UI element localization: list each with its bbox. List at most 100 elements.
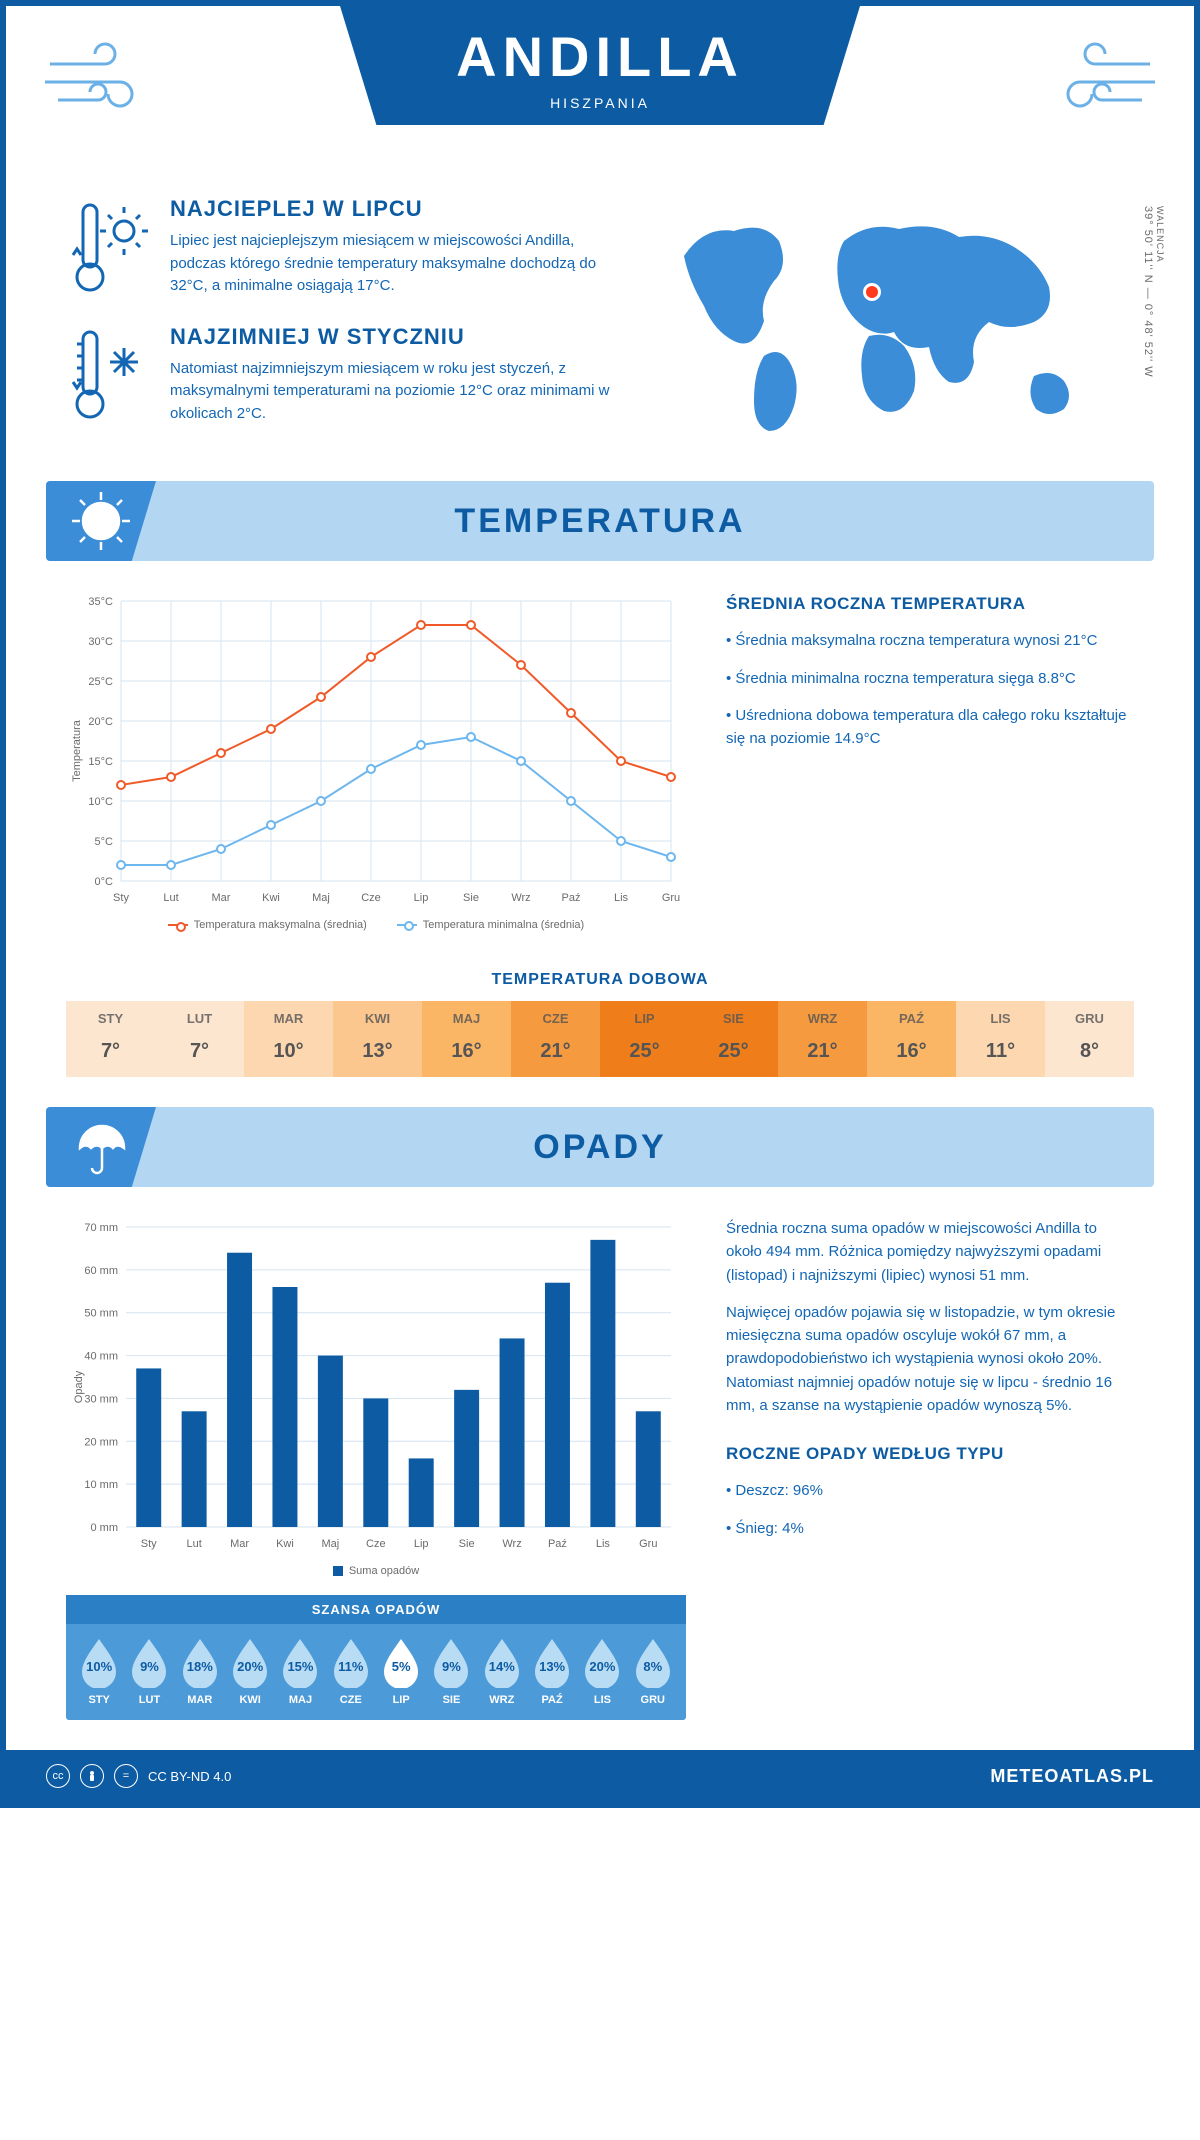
svg-text:15°C: 15°C (88, 756, 113, 768)
svg-text:Sie: Sie (459, 1538, 475, 1550)
temp-summary-heading: ŚREDNIA ROCZNA TEMPERATURA (726, 591, 1134, 617)
svg-text:20°C: 20°C (88, 716, 113, 728)
wind-icon (1040, 34, 1160, 129)
rain-drop-cell: 14%WRZ (477, 1636, 527, 1706)
temp-chart: 0°C5°C10°C15°C20°C25°C30°C35°CStyLutMarK… (66, 591, 686, 931)
coordinates: WALENCJA 39° 50' 11'' N — 0° 48' 52'' W (1142, 206, 1166, 378)
svg-text:0°C: 0°C (95, 876, 114, 888)
svg-text:30 mm: 30 mm (84, 1393, 118, 1405)
rain-content: 0 mm10 mm20 mm30 mm40 mm50 mm60 mm70 mmS… (6, 1187, 1194, 1750)
rain-section-title: OPADY (46, 1128, 1154, 1167)
svg-text:60 mm: 60 mm (84, 1265, 118, 1277)
thermometer-cold-icon (66, 324, 152, 426)
svg-text:Gru: Gru (639, 1538, 657, 1550)
svg-text:Wrz: Wrz (502, 1538, 521, 1550)
svg-text:20 mm: 20 mm (84, 1436, 118, 1448)
temp-cell: MAR10° (244, 1001, 333, 1077)
legend-min: Temperatura minimalna (średnia) (423, 919, 584, 931)
temp-cell: STY7° (66, 1001, 155, 1077)
temp-cell: PAŹ16° (867, 1001, 956, 1077)
svg-text:Lut: Lut (186, 1538, 201, 1550)
svg-text:Kwi: Kwi (276, 1538, 294, 1550)
rain-chance-title: SZANSA OPADÓW (66, 1595, 686, 1624)
country-subtitle: HISZPANIA (340, 95, 860, 111)
temp-cell: SIE25° (689, 1001, 778, 1077)
svg-text:Temperatura: Temperatura (71, 719, 83, 782)
svg-text:Cze: Cze (366, 1538, 386, 1550)
umbrella-icon (46, 1107, 156, 1187)
rain-drop-cell: 20%LIS (577, 1636, 627, 1706)
temp-cell: LUT7° (155, 1001, 244, 1077)
rain-legend-label: Suma opadów (349, 1565, 419, 1577)
rain-chart: 0 mm10 mm20 mm30 mm40 mm50 mm60 mm70 mmS… (66, 1217, 686, 1557)
region-label: WALENCJA (1155, 206, 1165, 263)
svg-text:30°C: 30°C (88, 636, 113, 648)
svg-text:Lis: Lis (596, 1538, 611, 1550)
temp-bullet-1: • Średnia maksymalna roczna temperatura … (726, 629, 1134, 652)
temp-cell: CZE21° (511, 1001, 600, 1077)
temp-cell: KWI13° (333, 1001, 422, 1077)
svg-text:70 mm: 70 mm (84, 1222, 118, 1234)
temp-bullet-2: • Średnia minimalna roczna temperatura s… (726, 667, 1134, 690)
license-text: CC BY-ND 4.0 (148, 1769, 231, 1784)
intro-row: NAJCIEPLEJ W LIPCU Lipiec jest najcieple… (6, 186, 1194, 481)
daily-temp-title: TEMPERATURA DOBOWA (6, 971, 1194, 989)
svg-text:Lip: Lip (414, 1538, 429, 1550)
svg-text:Sty: Sty (141, 1538, 157, 1550)
infographic-page: ANDILLA HISZPANIA NAJCI (0, 0, 1200, 1808)
temp-section-title: TEMPERATURA (46, 502, 1154, 541)
footer: cc = CC BY-ND 4.0 METEOATLAS.PL (6, 1750, 1194, 1802)
svg-text:Wrz: Wrz (511, 892, 530, 904)
temp-cell: LIP25° (600, 1001, 689, 1077)
temp-cell: GRU8° (1045, 1001, 1134, 1077)
rain-summary: Średnia roczna suma opadów w miejscowośc… (726, 1217, 1134, 1720)
rain-drop-cell: 10%STY (74, 1636, 124, 1706)
svg-text:Kwi: Kwi (262, 892, 280, 904)
cc-icon: cc (46, 1764, 70, 1788)
svg-text:Maj: Maj (312, 892, 330, 904)
svg-text:Mar: Mar (212, 892, 231, 904)
rain-chance-drops: 10%STY9%LUT18%MAR20%KWI15%MAJ11%CZE5%LIP… (66, 1624, 686, 1706)
svg-text:Paź: Paź (562, 892, 581, 904)
rain-section-banner: OPADY (46, 1107, 1154, 1187)
coldest-fact: NAJZIMNIEJ W STYCZNIU Natomiast najzimni… (66, 324, 614, 426)
nd-icon: = (114, 1764, 138, 1788)
svg-text:Paź: Paź (548, 1538, 567, 1550)
svg-text:Sty: Sty (113, 892, 129, 904)
wind-icon (40, 34, 160, 129)
rain-p1: Średnia roczna suma opadów w miejscowośc… (726, 1217, 1134, 1287)
svg-text:Lut: Lut (163, 892, 178, 904)
svg-text:5°C: 5°C (95, 836, 114, 848)
svg-text:Lip: Lip (414, 892, 429, 904)
temp-cell: MAJ16° (422, 1001, 511, 1077)
rain-drop-cell: 13%PAŹ (527, 1636, 577, 1706)
map-column: WALENCJA 39° 50' 11'' N — 0° 48' 52'' W (654, 196, 1134, 451)
hottest-title: NAJCIEPLEJ W LIPCU (170, 196, 614, 222)
world-map: WALENCJA 39° 50' 11'' N — 0° 48' 52'' W (654, 196, 1134, 451)
rain-type-heading: ROCZNE OPADY WEDŁUG TYPU (726, 1441, 1134, 1467)
daily-temp-table: STY7°LUT7°MAR10°KWI13°MAJ16°CZE21°LIP25°… (66, 1001, 1134, 1077)
svg-text:Opady: Opady (73, 1370, 85, 1403)
rain-drop-cell: 9%SIE (426, 1636, 476, 1706)
legend-max: Temperatura maksymalna (średnia) (194, 919, 367, 931)
rain-drop-cell: 18%MAR (175, 1636, 225, 1706)
rain-drop-cell: 11%CZE (326, 1636, 376, 1706)
svg-text:Mar: Mar (230, 1538, 249, 1550)
license-block: cc = CC BY-ND 4.0 (46, 1764, 231, 1788)
coords-text: 39° 50' 11'' N — 0° 48' 52'' W (1142, 206, 1154, 378)
svg-text:Maj: Maj (322, 1538, 340, 1550)
temp-bullet-3: • Uśredniona dobowa temperatura dla całe… (726, 704, 1134, 751)
coldest-title: NAJZIMNIEJ W STYCZNIU (170, 324, 614, 350)
svg-text:10°C: 10°C (88, 796, 113, 808)
rain-drop-cell: 9%LUT (124, 1636, 174, 1706)
sun-icon (46, 481, 156, 561)
svg-text:Lis: Lis (614, 892, 629, 904)
rain-legend: Suma opadów (66, 1565, 686, 1577)
svg-text:40 mm: 40 mm (84, 1351, 118, 1363)
hottest-fact: NAJCIEPLEJ W LIPCU Lipiec jest najcieple… (66, 196, 614, 298)
rain-drop-cell: 20%KWI (225, 1636, 275, 1706)
svg-text:Sie: Sie (463, 892, 479, 904)
rain-chart-column: 0 mm10 mm20 mm30 mm40 mm50 mm60 mm70 mmS… (66, 1217, 686, 1720)
header: ANDILLA HISZPANIA (6, 6, 1194, 186)
rain-p2: Najwięcej opadów pojawia się w listopadz… (726, 1301, 1134, 1417)
